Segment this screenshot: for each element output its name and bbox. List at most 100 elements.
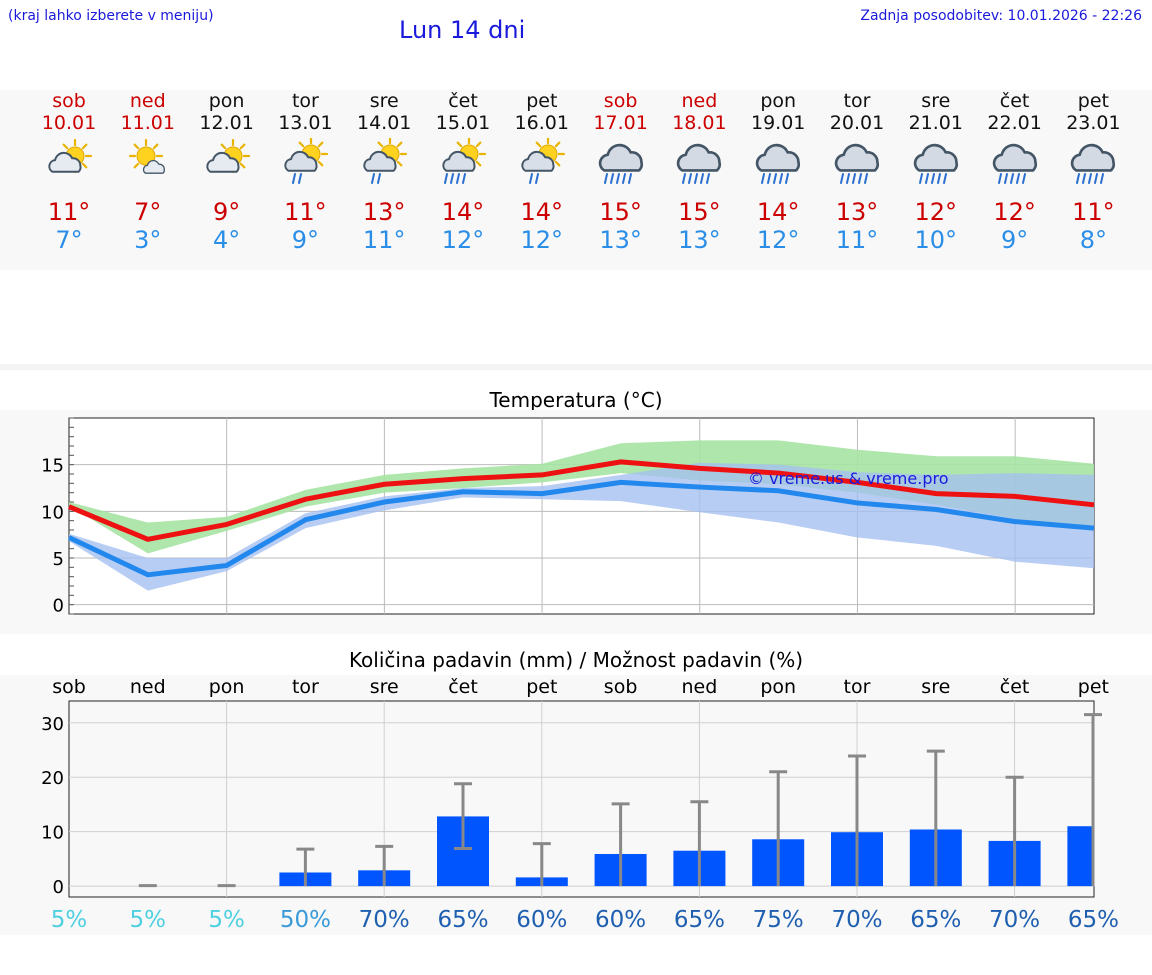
sun-cloud-icon [48,138,93,174]
min-temp: 3° [134,226,162,254]
y-tick-label: 30 [41,714,64,735]
day-name: sre [921,90,951,112]
section-divider [0,364,1152,370]
temperature-chart-title: Temperatura (°C) [489,388,663,412]
y-tick-label: 10 [41,823,64,844]
min-temp: 13° [599,226,642,254]
max-temp: 9° [212,198,241,226]
sun-cloud-light-rain-icon [284,138,329,184]
precip-chance: 60% [595,907,646,933]
max-temp: 14° [520,198,564,226]
max-temp: 11° [284,198,327,226]
precip-chance: 65% [674,907,725,933]
precip-chance: 5% [130,907,167,933]
max-temp: 11° [1072,198,1115,226]
precip-chance: 65% [910,907,961,933]
y-tick-label: 0 [53,596,64,617]
x-day-label: sre [370,676,399,698]
day-name: pet [526,90,558,112]
location-hint[interactable]: (kraj lahko izberete v meniju) [8,8,214,24]
precip-chance: 70% [831,907,882,933]
precip-chance: 65% [437,907,488,933]
cloud-rain-icon [913,143,958,184]
day-name: pon [760,90,797,112]
min-temp: 9° [291,226,320,254]
x-day-label: pet [526,676,557,698]
x-day-label: tor [844,676,871,698]
precip-chance: 50% [280,907,331,933]
sun-cloud-rain-icon [442,138,487,184]
x-day-label: tor [292,676,319,698]
day-name: sob [52,90,86,112]
day-date: 20.01 [829,112,885,134]
max-temp: 12° [993,198,1036,226]
max-temp: 13° [362,198,406,226]
cloud-rain-icon [834,143,880,184]
x-day-label: ned [130,676,166,698]
day-date: 12.01 [199,112,254,134]
cloud-rain-icon [755,143,801,184]
sun-small-cloud-icon [128,138,165,174]
max-temp: 13° [835,198,879,226]
sun-cloud-light-rain-icon [521,138,565,184]
sun-cloud-icon [205,138,250,174]
day-date: 21.01 [908,112,963,134]
precip-bar [1067,826,1094,887]
max-temp: 11° [47,198,91,226]
day-name: ned [681,90,718,112]
min-range-band [69,462,1094,591]
max-temp: 7° [134,198,162,226]
day-name: sob [603,90,638,112]
precipitation-chart-title: Količina padavin (mm) / Možnost padavin … [348,648,804,672]
precip-chance: 70% [359,907,410,933]
min-temp: 12° [441,226,485,254]
day-name: sre [369,90,399,112]
day-date: 15.01 [435,112,491,134]
min-temp: 4° [212,226,241,254]
cloud-rain-icon [992,143,1037,184]
day-date: 17.01 [593,112,648,134]
min-temp: 12° [520,226,564,254]
page-title: Lun 14 dni [399,16,526,44]
day-date: 23.01 [1066,112,1121,134]
x-day-label: pet [1078,676,1109,698]
precip-chance: 75% [753,907,804,933]
max-temp-line [68,459,1095,542]
precip-chance: 65% [1068,907,1119,933]
temperature-chart: 0 5 10 15 © vreme.us & vreme.pro [0,410,1152,634]
max-temp: 14° [441,198,485,226]
day-date: 19.01 [750,112,806,134]
max-temp: 15° [678,198,721,226]
x-day-label: pon [760,676,796,698]
max-range-band [69,440,1094,554]
x-day-label: sre [921,676,950,698]
day-name: tor [843,90,871,112]
min-temp: 11° [362,226,406,254]
daily-forecast-strip: sob 10.01 11° 7° ned 11.01 7° 3° pon 12.01 9° 4° tor… [0,90,1152,270]
day-name: pet [1077,90,1109,112]
precip-chance: 5% [51,907,88,933]
max-temp: 12° [914,198,958,226]
cloud-rain-icon [598,143,643,184]
day-name: tor [291,90,319,112]
min-temp: 8° [1079,226,1108,254]
y-tick-label: 15 [41,456,64,477]
day-date: 22.01 [987,112,1042,134]
min-temp: 12° [756,226,800,254]
y-tick-label: 0 [53,877,64,898]
cloud-rain-icon [1071,143,1116,184]
min-temp: 11° [835,226,879,254]
temperature-chart-svg: 0 5 10 15 © vreme.us & vreme.pro [41,417,1095,617]
day-name: čet [999,90,1030,112]
precipitation-chart: 0 10 20 30 sob ned pon tor sre čet pet sob ned pon tor… [0,675,1152,935]
precipitation-chart-svg: 0 10 20 30 sob ned pon tor sre čet pet sob ned pon tor… [41,676,1119,933]
min-temp: 10° [914,226,958,254]
precip-chance: 70% [989,907,1040,933]
cloud-rain-icon [677,143,722,184]
day-date: 10.01 [41,112,97,134]
y-tick-label: 20 [41,768,64,789]
precip-chance: 5% [208,907,245,933]
sun-cloud-light-rain-icon [363,138,408,184]
y-tick-label: 5 [53,549,64,570]
min-temp-line [67,479,1095,578]
